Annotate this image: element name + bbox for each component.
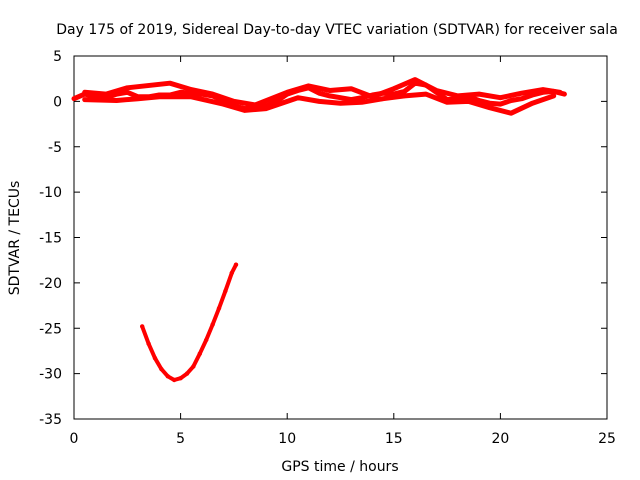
sdtvar-anomaly-point	[146, 341, 151, 346]
sdtvar-anomaly-point	[178, 376, 183, 381]
sdtvar-spread-upper-point	[125, 85, 130, 91]
sdtvar-main-point	[178, 90, 183, 95]
sdtvar-main-point	[317, 91, 322, 96]
sdtvar-spread-lower-point	[402, 93, 407, 99]
sdtvar-spread-lower-point	[508, 111, 514, 116]
sdtvar-anomaly-point	[172, 377, 177, 383]
y-tick-label: -25	[39, 321, 62, 337]
sdtvar-spread-lower-point	[317, 99, 322, 104]
sdtvar-spread-upper-point	[349, 86, 354, 91]
sdtvar-anomaly-point	[233, 262, 239, 267]
y-axis-title: SDTVAR / TECUs	[7, 181, 23, 296]
sdtvar-spread-upper-point	[498, 95, 503, 100]
sdtvar-spread-upper-point	[167, 81, 173, 86]
sdtvar-spread-lower-point	[189, 94, 194, 100]
sdtvar-main-point	[476, 98, 482, 103]
sdtvar-anomaly-point	[165, 374, 170, 379]
plot-border	[73, 55, 608, 420]
y-tick-label: 5	[53, 49, 62, 65]
sdtvar-anomaly-point	[229, 270, 234, 276]
sdtvar-spread-lower-point	[380, 96, 386, 101]
sdtvar-spread-lower-point	[530, 101, 535, 106]
x-tick-label: 15	[385, 431, 403, 447]
sdtvar-spread-lower-point	[295, 95, 301, 100]
y-tick-label: -5	[48, 140, 62, 156]
sdtvar-anomaly-point	[184, 371, 190, 376]
sdtvar-spread-lower-point	[263, 106, 269, 111]
sdtvar-main-point	[519, 96, 524, 101]
chart-title: Day 175 of 2019, Sidereal Day-to-day VTE…	[56, 22, 618, 38]
sdtvar-main-point	[487, 101, 492, 106]
sdtvar-anomaly-point	[223, 288, 228, 294]
x-axis-title: GPS time / hours	[281, 459, 398, 475]
x-tick-label: 10	[278, 431, 296, 447]
sdtvar-anomaly-point	[204, 337, 209, 343]
sdtvar-spread-lower-point	[487, 105, 492, 110]
sdtvar-spread-lower-point	[466, 99, 471, 104]
sdtvar-main-point	[498, 101, 503, 107]
sdtvar-spread-upper-point	[391, 86, 396, 91]
sdtvar-spread-upper-point	[540, 87, 546, 92]
sdtvar-spread-upper-point	[253, 102, 258, 108]
y-tick-label: 0	[53, 94, 62, 110]
sdtvar-spread-upper-point	[103, 91, 109, 97]
sdtvar-spread-lower-point	[242, 108, 247, 113]
sdtvar-main-point	[508, 98, 514, 103]
sdtvar-main-point	[359, 95, 364, 100]
sdtvar-anomaly-point	[191, 364, 196, 369]
sdtvar-main-point	[402, 89, 407, 94]
sdtvar-anomaly-point	[159, 366, 164, 372]
sdtvar-spread-upper-point	[210, 91, 215, 97]
sdtvar-spread-upper-point	[82, 90, 87, 95]
sdtvar-spread-upper-point	[285, 90, 290, 95]
x-tick-label: 20	[491, 431, 509, 447]
sdtvar-spread-upper-point	[189, 87, 194, 92]
y-tick-label: -10	[39, 185, 62, 201]
sdtvar-anomaly-point	[140, 324, 145, 329]
sdtvar-spread-upper-line	[82, 77, 563, 108]
sdtvar-main-point	[562, 91, 567, 97]
sdtvar-spread-lower-point	[423, 91, 428, 97]
y-tick-label: -15	[39, 231, 62, 247]
plot-frame	[73, 55, 608, 420]
sdtvar-spread-upper-point	[306, 83, 311, 89]
sdtvar-main-point	[338, 95, 343, 100]
y-tick-label: -20	[39, 276, 62, 292]
sdtvar-spread-lower-point	[135, 96, 141, 101]
sdtvar-spread-lower-point	[114, 98, 119, 103]
sdtvar-spread-lower-point	[551, 93, 556, 99]
sdtvar-spread-upper-point	[476, 91, 482, 97]
sdtvar-spread-upper-point	[519, 91, 524, 96]
sdtvar-spread-lower-point	[444, 100, 450, 105]
series-layer	[71, 77, 567, 383]
sdtvar-spread-upper-point	[412, 77, 418, 82]
sdtvar-anomaly-point	[210, 322, 215, 327]
sdtvar-anomaly-point	[152, 356, 158, 361]
sdtvar-spread-lower-point	[82, 97, 87, 102]
sdtvar-spread-upper-point	[557, 90, 563, 95]
y-tick-label: -30	[39, 367, 62, 383]
y-tick-label: -35	[39, 412, 62, 428]
x-tick-label: 0	[70, 431, 79, 447]
sdtvar-spread-lower-point	[221, 101, 226, 107]
sdtvar-main-point	[71, 96, 77, 101]
sdtvar-main-point	[327, 93, 332, 99]
sdtvar-spread-lower-point	[157, 94, 162, 100]
sdtvar-spread-upper-point	[434, 88, 439, 93]
sdtvar-spread-lower-point	[338, 101, 343, 106]
x-tick-label: 25	[598, 431, 616, 447]
sdtvar-anomaly-point	[216, 306, 222, 311]
sdtvar-anomaly-point	[197, 351, 202, 356]
ticks-layer: 0 5 10 15 20 25 5 0 -5 -10 -15 -20 -25 -30 -35	[39, 49, 616, 447]
sdtvar-anomaly-line	[140, 262, 238, 382]
sdtvar-main-point	[125, 90, 130, 95]
x-tick-label: 5	[176, 431, 185, 447]
sdtvar-spread-upper-point	[327, 88, 332, 93]
sdtvar-spread-lower-point	[359, 100, 364, 105]
sdtvar-spread-upper-point	[231, 99, 237, 104]
sdtvar-spread-upper-point	[455, 93, 460, 99]
